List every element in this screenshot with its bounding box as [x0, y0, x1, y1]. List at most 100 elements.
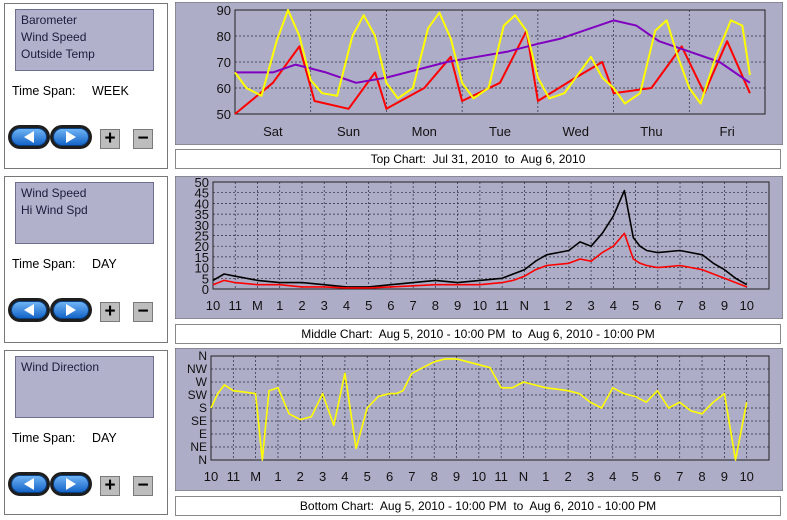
x-tick-label: 10 [206, 298, 220, 313]
x-tick-label: 8 [698, 469, 705, 484]
x-tick-label: 4 [341, 469, 348, 484]
x-tick-label: 3 [321, 298, 328, 313]
y-tick-label: 50 [195, 176, 209, 190]
x-tick-label: M [250, 469, 261, 484]
bottom-series-list[interactable]: Wind Direction [15, 356, 154, 418]
x-tick-label: 2 [565, 298, 572, 313]
y-tick-label: 80 [217, 29, 231, 44]
x-tick-label: 8 [699, 298, 706, 313]
time-span-label: Time Span: [12, 257, 76, 271]
x-tick-label: 4 [609, 469, 616, 484]
y-tick-label: 90 [217, 3, 231, 18]
back-button[interactable] [8, 298, 50, 322]
x-tick-label: 9 [454, 298, 461, 313]
x-tick-label: 7 [676, 469, 683, 484]
top-chart-title: Top Chart: Jul 31, 2010 to Aug 6, 2010 [175, 149, 781, 169]
back-button[interactable] [8, 125, 50, 149]
x-tick-label: 10 [204, 469, 218, 484]
forward-button[interactable] [50, 472, 92, 496]
y-tick-label: 60 [217, 81, 231, 96]
y-tick-label: 70 [217, 55, 231, 70]
time-span-value[interactable]: DAY [92, 431, 117, 445]
x-tick-label: 7 [676, 298, 683, 313]
x-tick-label: 11 [227, 469, 241, 484]
y-tick-label: N [198, 453, 207, 467]
x-tick-label: 6 [386, 469, 393, 484]
zoom-in-button[interactable]: + [100, 129, 120, 149]
series-item[interactable]: Wind Direction [21, 360, 100, 374]
zoom-in-button[interactable]: + [100, 476, 120, 496]
forward-button[interactable] [50, 125, 92, 149]
y-tick-label: 10 [195, 261, 209, 276]
series-item[interactable]: Hi Wind Spd [21, 203, 88, 217]
zoom-out-button[interactable]: − [133, 302, 153, 322]
series-item[interactable]: Wind Speed [21, 30, 87, 44]
x-tick-label: 1 [542, 469, 549, 484]
x-tick-label: 1 [274, 469, 281, 484]
y-tick-label: 20 [195, 239, 209, 254]
top-chart-controls: Barometer Wind Speed Outside Temp Time S… [4, 3, 168, 169]
series-line [234, 29, 751, 115]
x-tick-label: 8 [432, 298, 439, 313]
time-span-value[interactable]: DAY [92, 257, 117, 271]
x-tick-label: 8 [431, 469, 438, 484]
y-tick-label: SW [188, 388, 208, 402]
x-tick-label: M [252, 298, 263, 313]
y-tick-label: SE [191, 414, 207, 428]
x-tick-label: 7 [408, 469, 415, 484]
left-arrow-icon [24, 478, 34, 490]
plot-border [234, 9, 766, 115]
zoom-out-button[interactable]: − [133, 476, 153, 496]
zoom-in-button[interactable]: + [100, 302, 120, 322]
y-tick-label: 5 [202, 271, 209, 286]
x-tick-label: 1 [276, 298, 283, 313]
top-series-list[interactable]: Barometer Wind Speed Outside Temp [15, 9, 154, 71]
plot-area [211, 356, 769, 460]
left-arrow-icon [24, 131, 34, 143]
y-tick-label: 25 [195, 229, 209, 244]
x-tick-label: 10 [472, 469, 486, 484]
series-item[interactable]: Barometer [21, 13, 78, 27]
y-tick-label: S [199, 401, 207, 415]
x-tick-label: 10 [473, 298, 487, 313]
bottom-chart-title: Bottom Chart: Aug 5, 2010 - 10:00 PM to … [175, 496, 781, 516]
x-tick-label: Fri [720, 124, 735, 139]
x-tick-label: 9 [721, 298, 728, 313]
y-tick-label: W [196, 375, 208, 389]
x-tick-label: 3 [319, 469, 326, 484]
x-tick-label: 10 [740, 298, 754, 313]
plot-border [212, 181, 770, 290]
series-item[interactable]: Outside Temp [21, 47, 95, 61]
time-span-label: Time Span: [12, 84, 76, 98]
middle-chart-title: Middle Chart: Aug 5, 2010 - 10:00 PM to … [175, 324, 781, 344]
time-span-label: Time Span: [12, 431, 76, 445]
y-tick-label: 50 [217, 107, 231, 122]
x-tick-label: 9 [453, 469, 460, 484]
x-tick-label: 7 [410, 298, 417, 313]
x-tick-label: 2 [297, 469, 304, 484]
time-span-value[interactable]: WEEK [92, 84, 129, 98]
left-arrow-icon [24, 304, 34, 316]
series-line [212, 232, 748, 289]
x-tick-label: N [519, 469, 528, 484]
y-tick-label: N [198, 349, 207, 363]
series-line [210, 358, 748, 461]
zoom-out-button[interactable]: − [133, 129, 153, 149]
x-tick-label: 3 [587, 469, 594, 484]
right-arrow-icon [66, 478, 76, 490]
x-tick-label: 5 [631, 469, 638, 484]
forward-button[interactable] [50, 298, 92, 322]
right-arrow-icon [66, 304, 76, 316]
x-tick-label: 6 [654, 469, 661, 484]
series-item[interactable]: Wind Speed [21, 186, 87, 200]
x-tick-label: 5 [632, 298, 639, 313]
y-tick-label: 0 [202, 282, 209, 297]
right-arrow-icon [66, 131, 76, 143]
middle-series-list[interactable]: Wind Speed Hi Wind Spd [15, 182, 154, 244]
y-tick-label: 15 [195, 250, 209, 265]
x-tick-label: Sat [263, 124, 283, 139]
middle-chart-controls: Wind Speed Hi Wind Spd Time Span: DAY + … [4, 176, 168, 343]
y-tick-label: 40 [195, 196, 209, 211]
back-button[interactable] [8, 472, 50, 496]
